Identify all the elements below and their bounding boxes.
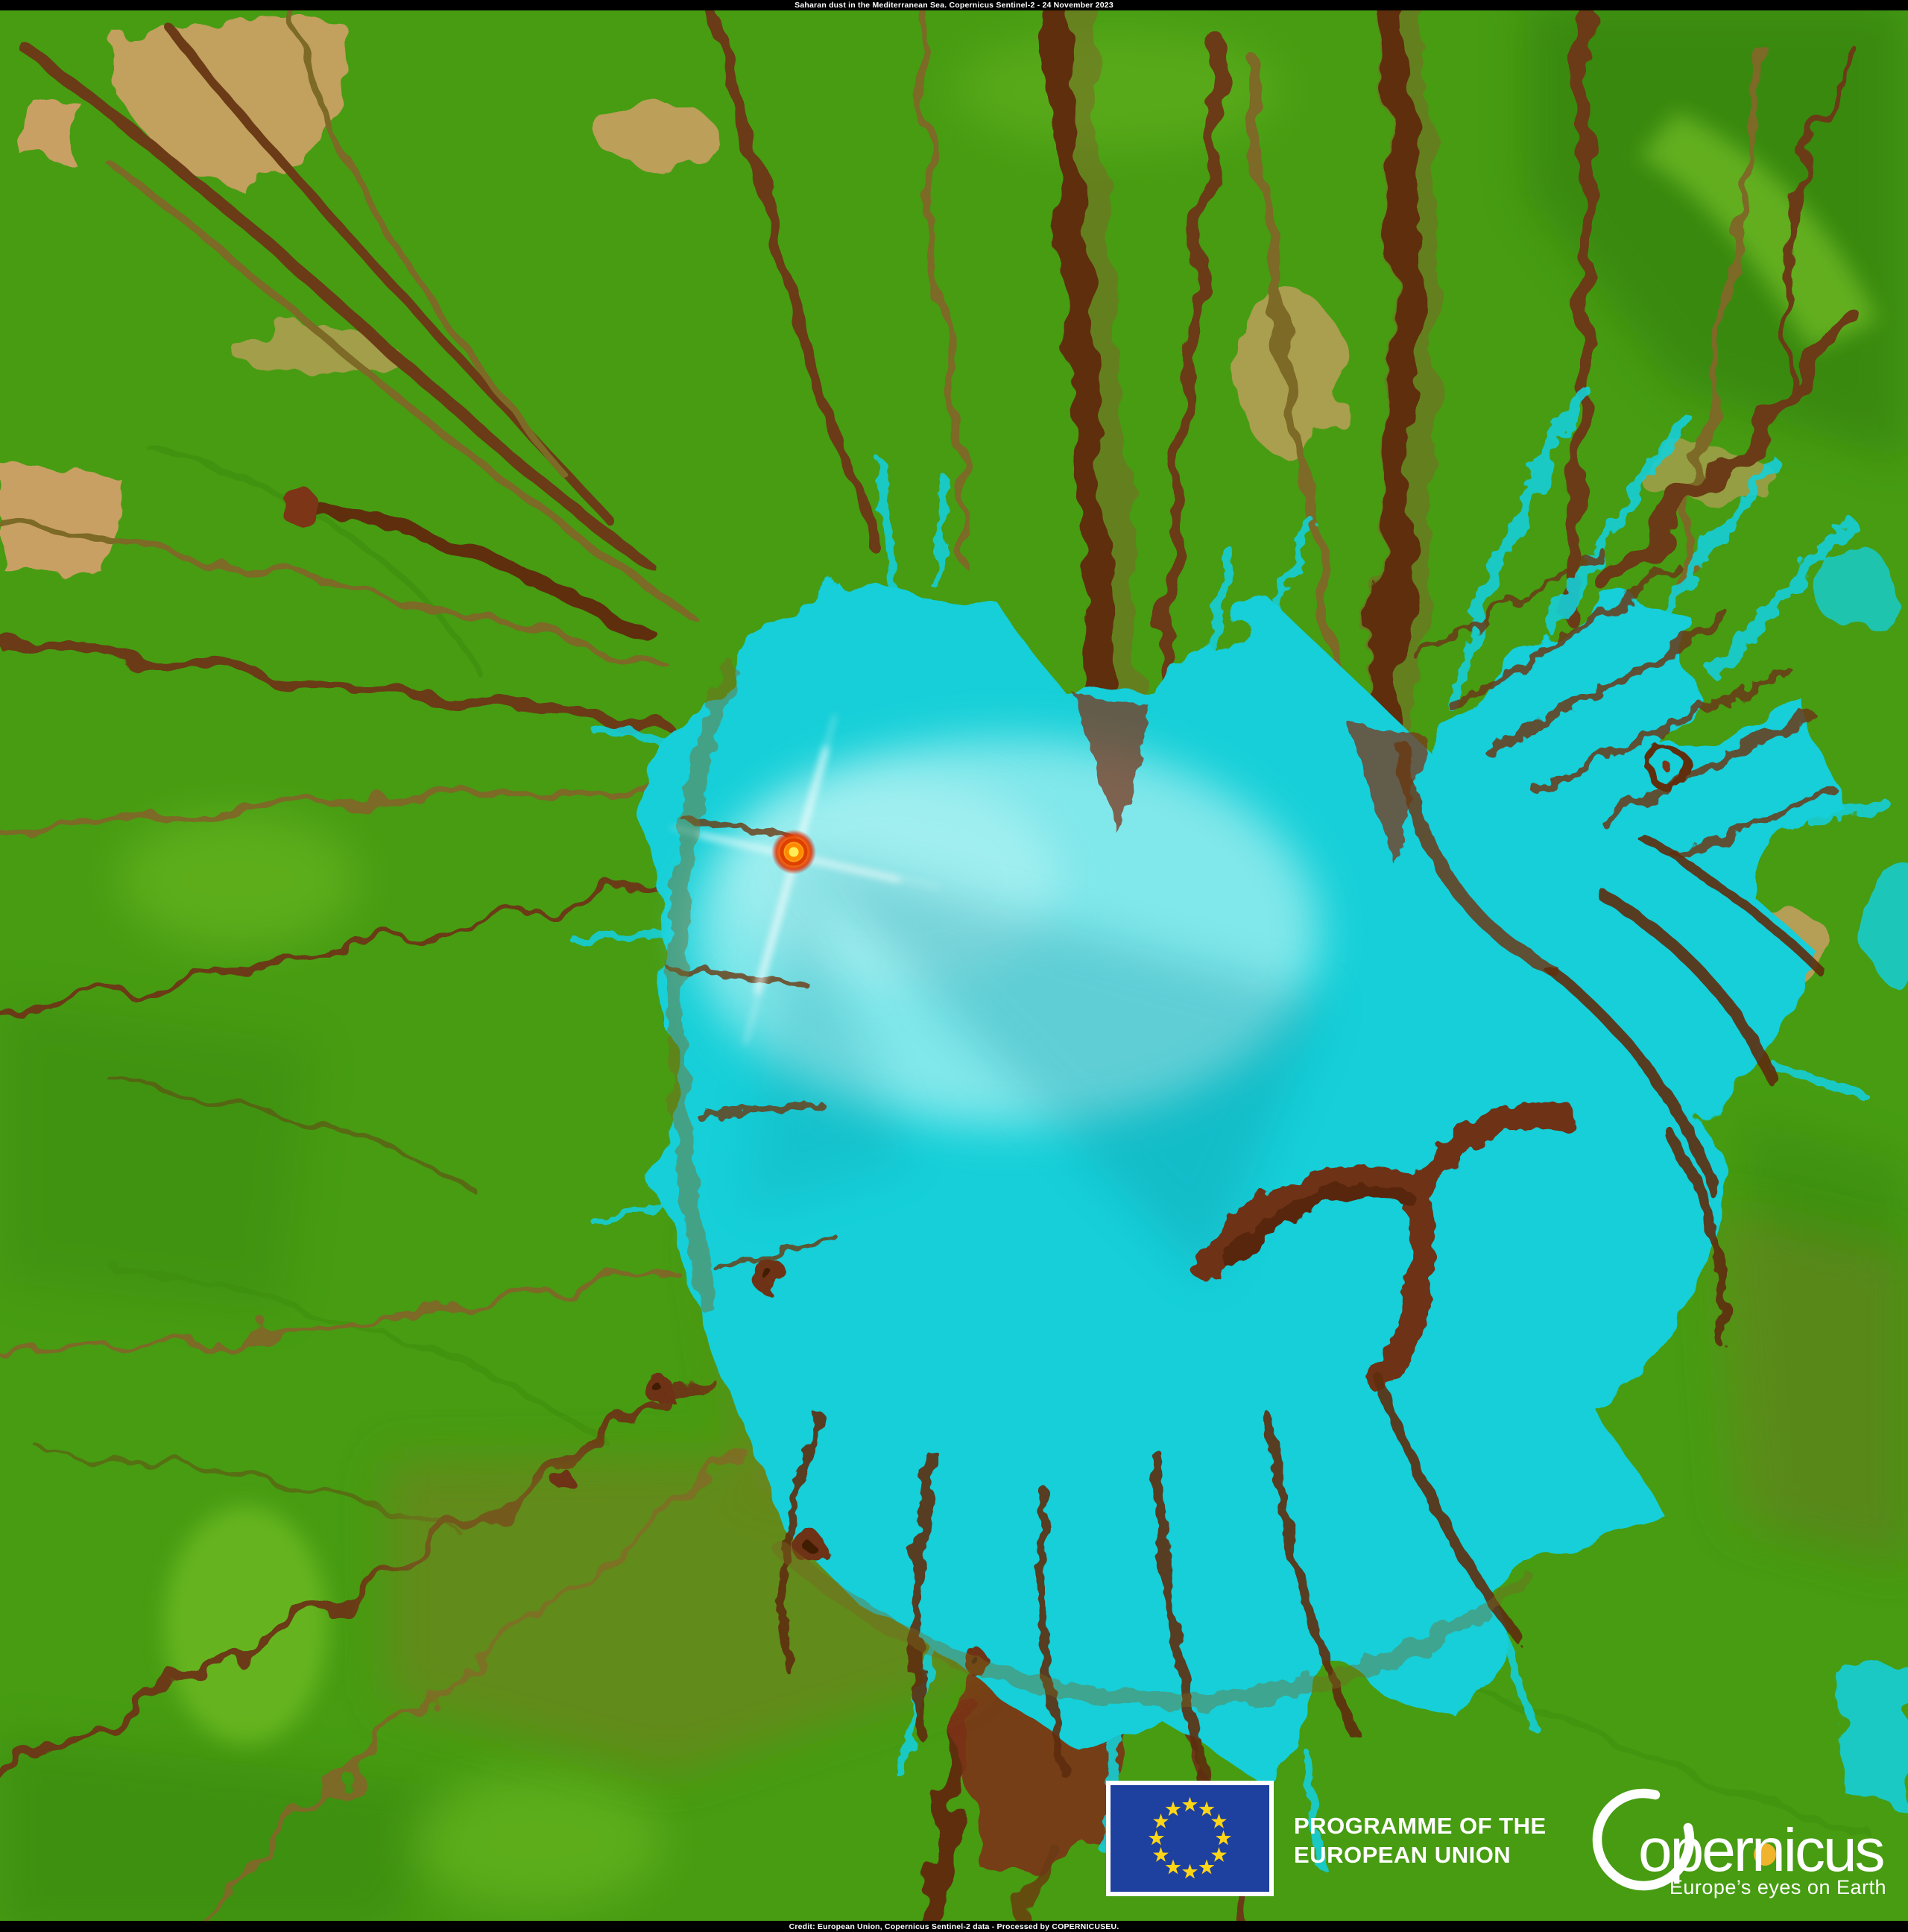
snow-cap bbox=[569, 381, 1908, 1868]
image-title: Saharan dust in the Mediterranean Sea. C… bbox=[795, 1, 1113, 10]
snow-fingers bbox=[569, 381, 1891, 1868]
summit-hotspot bbox=[669, 714, 941, 1045]
snow-lava-cracks bbox=[552, 549, 1837, 1794]
credit-text: Credit: European Union, Copernicus Senti… bbox=[789, 1922, 1119, 1931]
hotspot-core bbox=[789, 847, 799, 857]
lava-channels bbox=[0, 0, 1857, 1932]
credit-bar: Credit: European Union, Copernicus Senti… bbox=[0, 1921, 1908, 1932]
title-bar: Saharan dust in the Mediterranean Sea. C… bbox=[0, 0, 1908, 10]
